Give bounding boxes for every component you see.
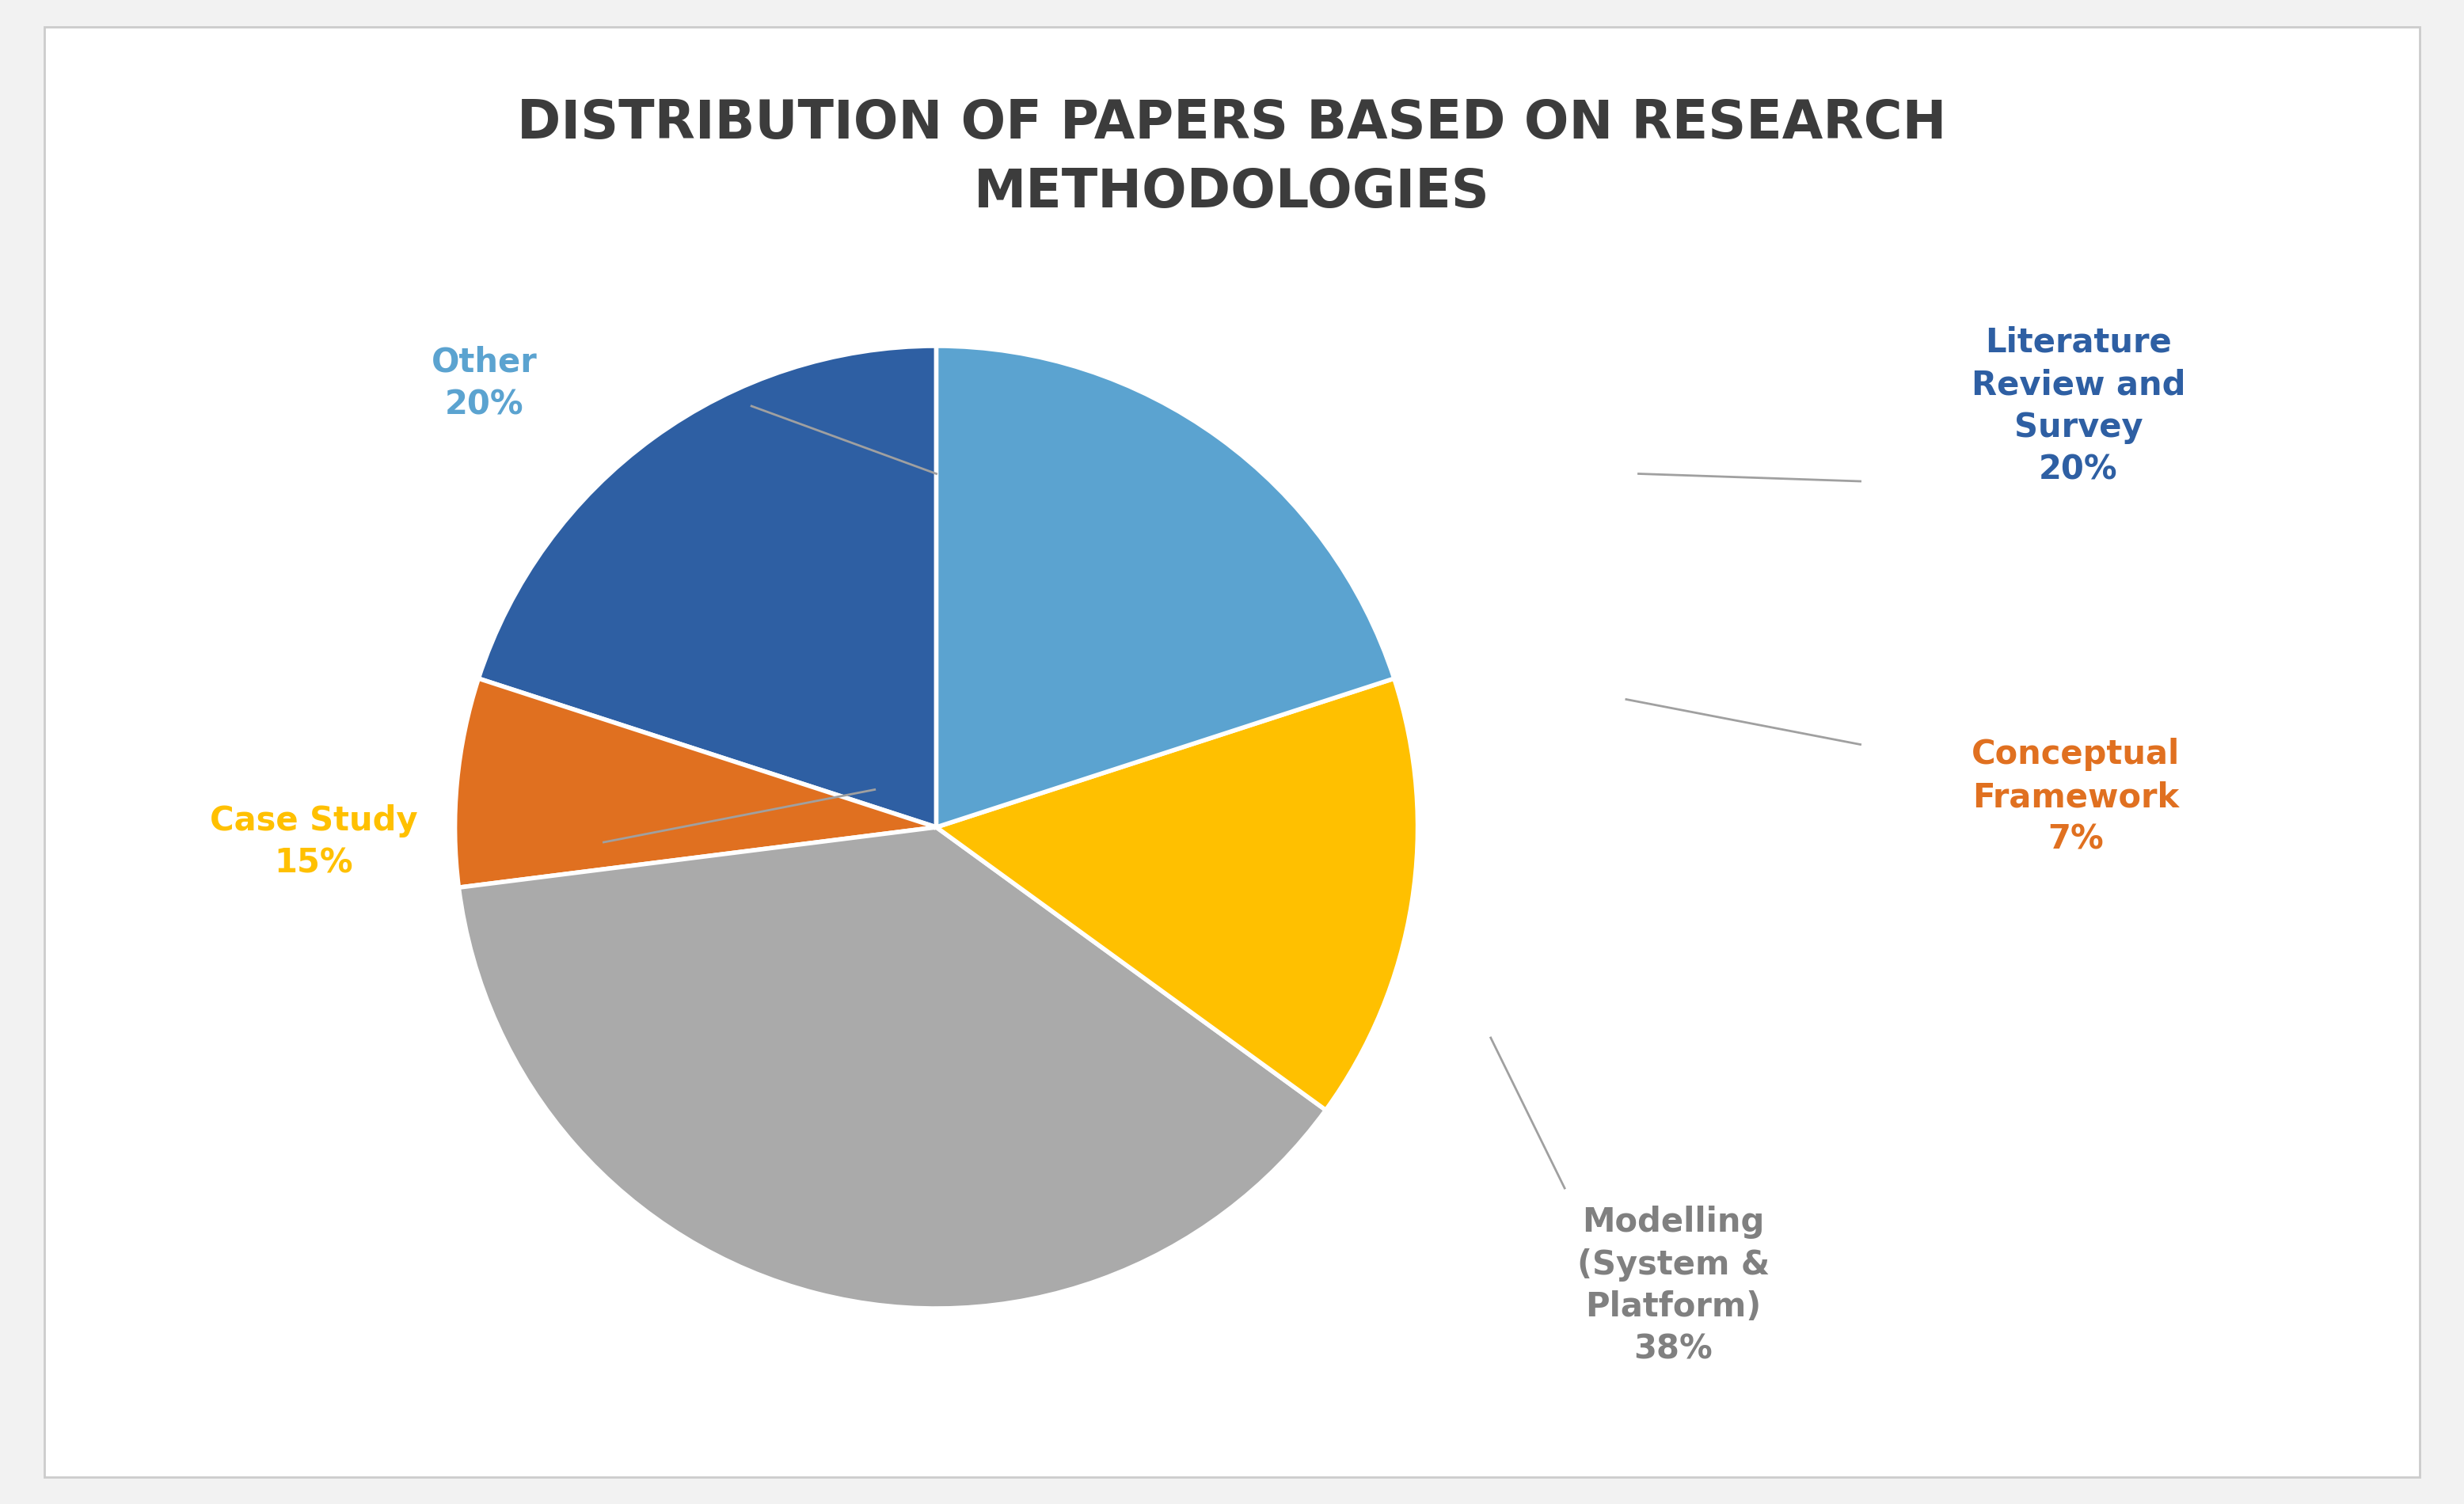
Text: Modelling
(System &
Platform)
38%: Modelling (System & Platform) 38%	[1577, 1206, 1769, 1366]
Text: Case Study
15%: Case Study 15%	[209, 805, 416, 880]
Text: DISTRIBUTION OF PAPERS BASED ON RESEARCH
METHODOLOGIES: DISTRIBUTION OF PAPERS BASED ON RESEARCH…	[517, 98, 1947, 218]
Wedge shape	[456, 678, 936, 887]
Wedge shape	[478, 346, 936, 827]
Wedge shape	[936, 346, 1395, 827]
Wedge shape	[458, 827, 1326, 1308]
Text: Literature
Review and
Survey
20%: Literature Review and Survey 20%	[1971, 326, 2186, 486]
Wedge shape	[936, 678, 1417, 1110]
Text: Conceptual
Framework
7%: Conceptual Framework 7%	[1971, 738, 2181, 856]
Text: Other
20%: Other 20%	[431, 346, 537, 421]
